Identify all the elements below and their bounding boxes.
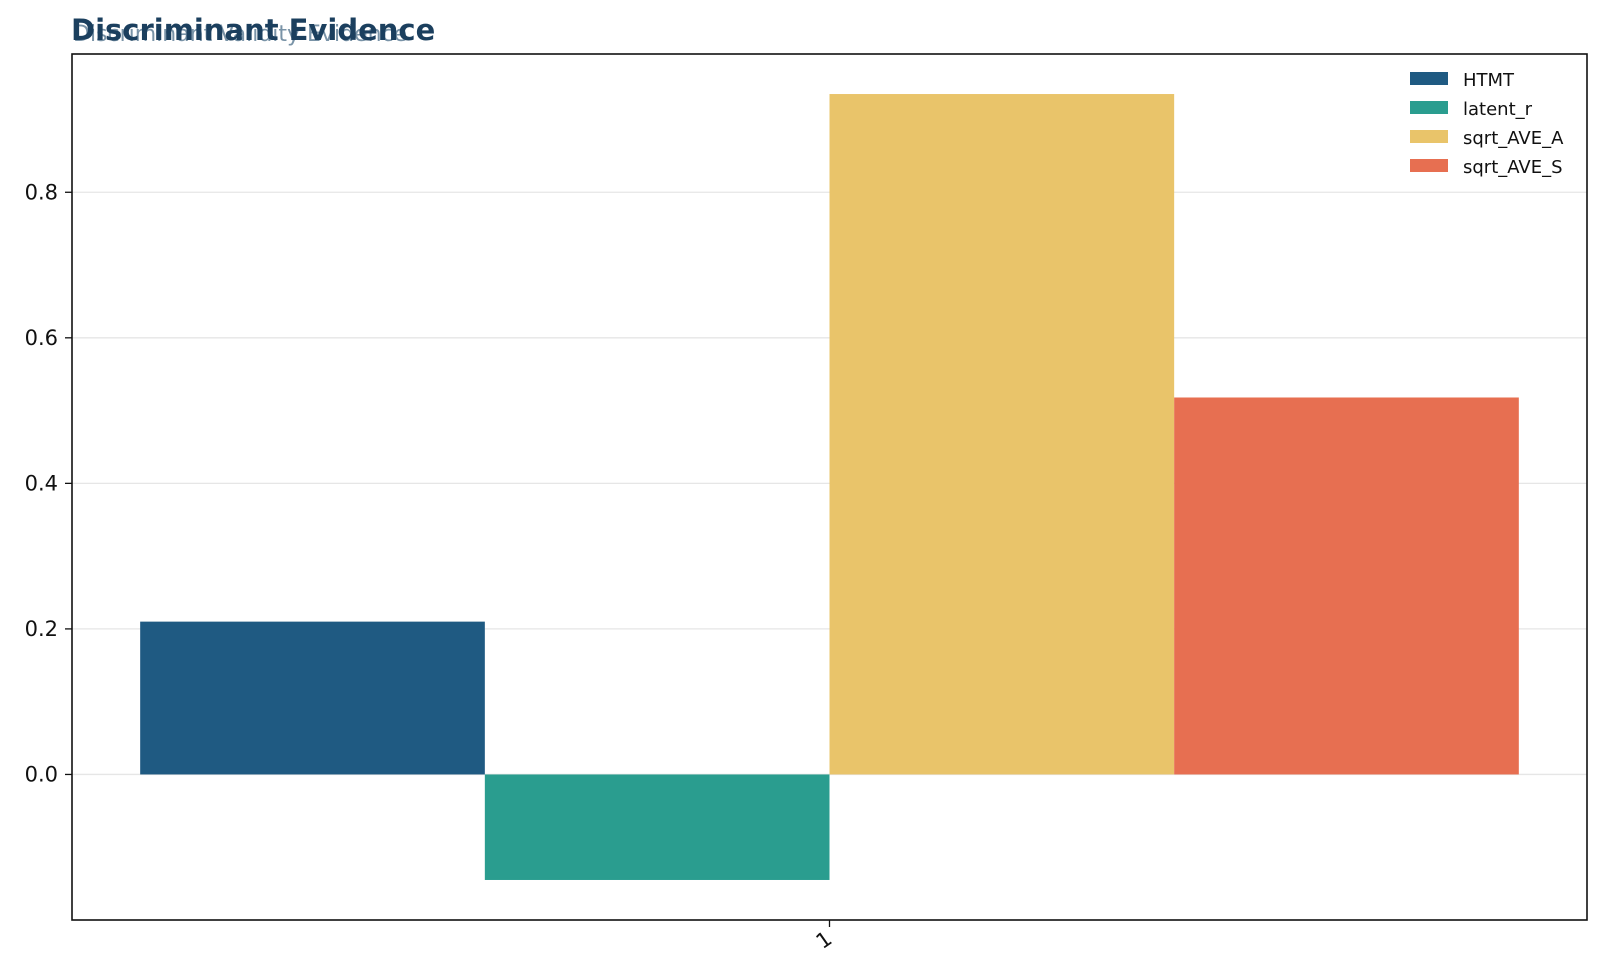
y-tick-label: 0.0 — [25, 762, 58, 786]
y-tick-label: 0.8 — [25, 180, 58, 204]
legend-label: sqrt_AVE_S — [1463, 157, 1563, 178]
x-tick-label: 1 — [812, 926, 837, 953]
legend-swatch — [1410, 72, 1448, 85]
bar-sqrt-ave-a — [829, 94, 1175, 775]
legend-swatch — [1410, 101, 1448, 114]
y-tick-label: 0.4 — [25, 471, 58, 495]
y-tick-label: 0.6 — [25, 326, 58, 350]
chart-title: Discriminant Evidence — [71, 13, 435, 47]
legend-label: HTMT — [1463, 70, 1515, 91]
y-tick-label: 0.2 — [25, 617, 58, 641]
legend-label: latent_r — [1463, 99, 1533, 120]
bar-latent-r — [484, 774, 830, 880]
legend-swatch — [1410, 159, 1448, 172]
bar-sqrt-ave-s — [1174, 397, 1519, 775]
chart-subtitle: Discriminant Validity Evidence — [73, 22, 407, 47]
y-axis: 0.0 0.2 0.4 0.6 0.8 — [25, 180, 72, 786]
legend-swatch — [1410, 130, 1448, 143]
bars — [140, 94, 1519, 880]
legend: HTMT latent_r sqrt_AVE_A sqrt_AVE_S — [1410, 70, 1564, 178]
legend-label: sqrt_AVE_A — [1463, 128, 1564, 149]
x-axis: 1 — [812, 920, 837, 954]
bar-htmt — [140, 621, 485, 775]
